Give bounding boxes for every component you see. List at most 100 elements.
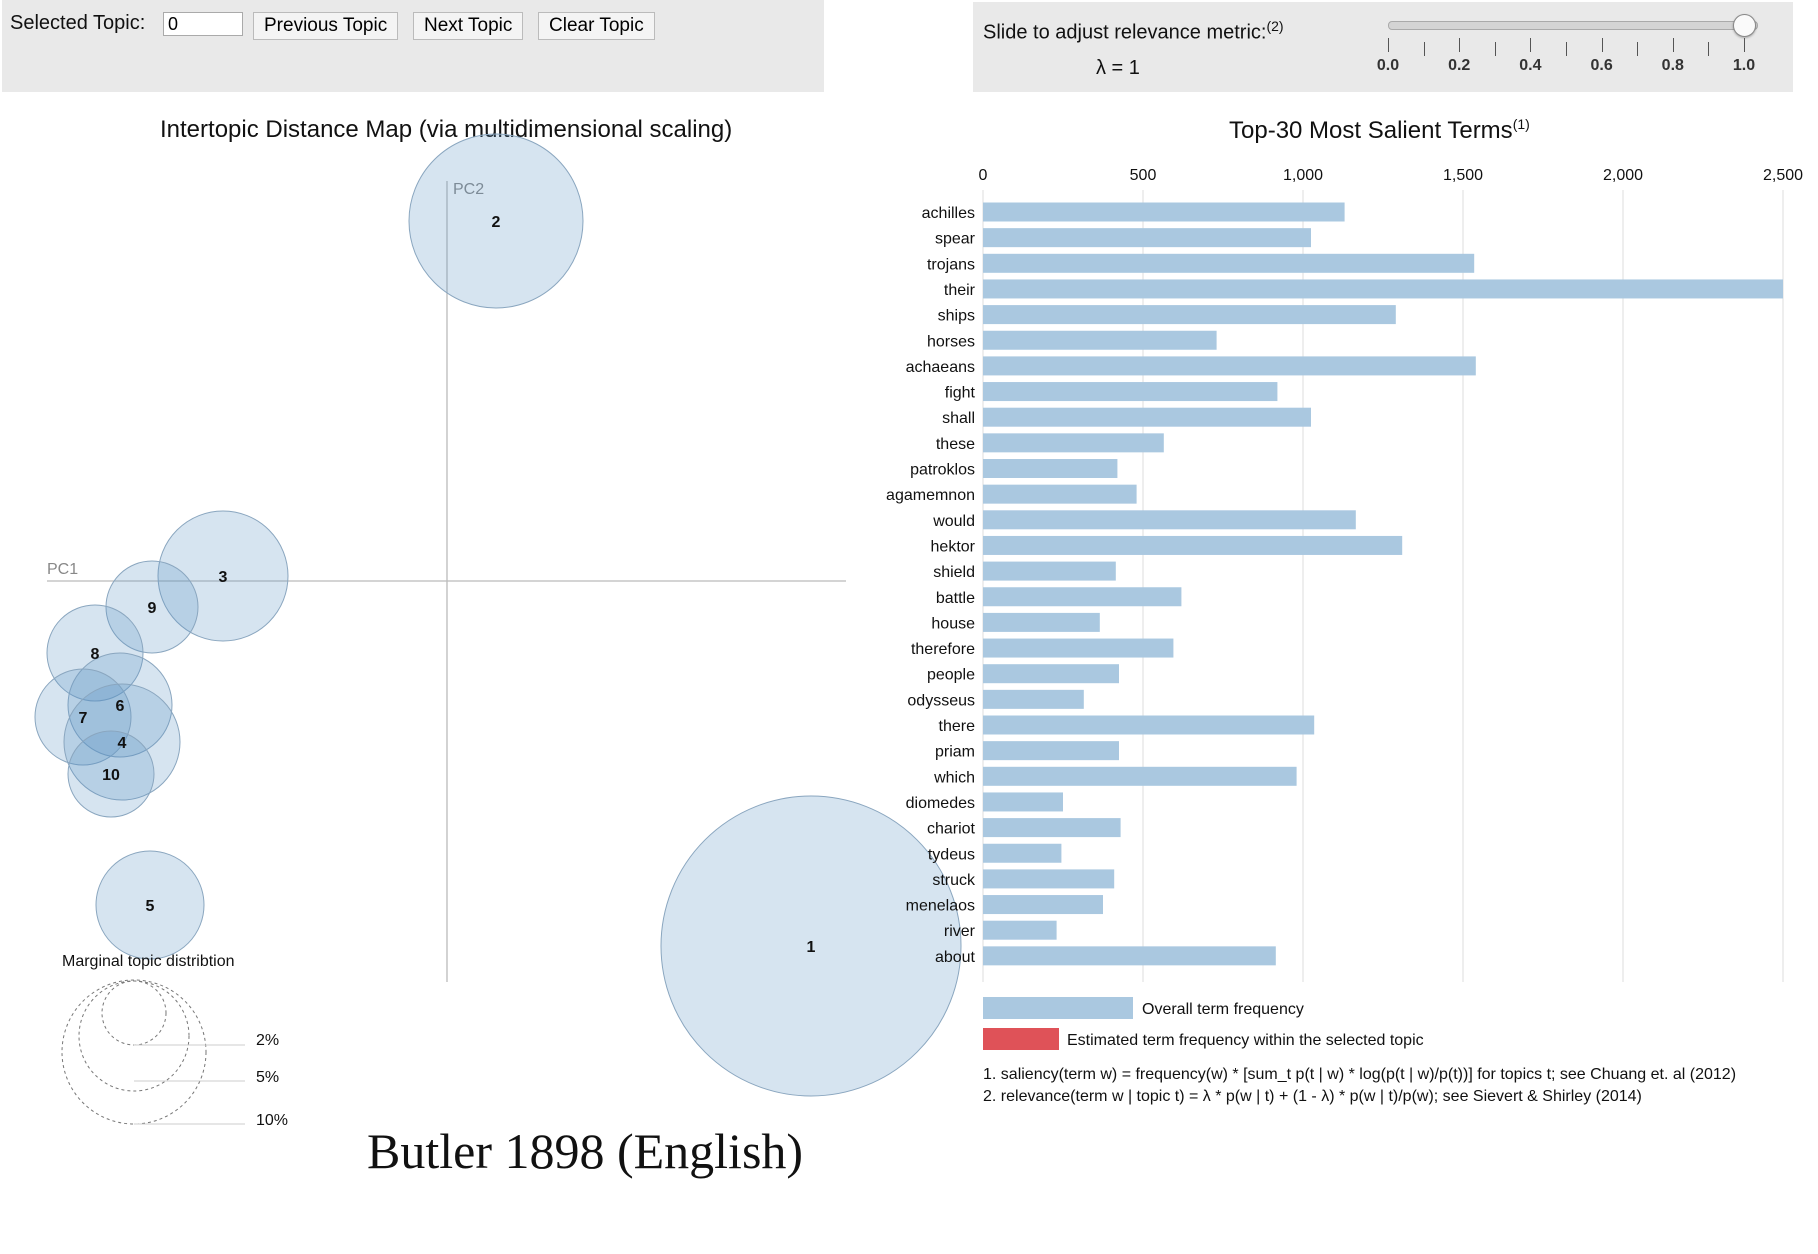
- marginal-circle-2pct: [101, 980, 167, 1046]
- term-label-ships[interactable]: ships: [938, 308, 975, 325]
- topic-label-6: 6: [116, 698, 125, 715]
- previous-topic-button[interactable]: Previous Topic: [253, 12, 399, 40]
- bar-shield[interactable]: [983, 561, 1116, 581]
- term-label-about[interactable]: about: [935, 949, 976, 966]
- x-tick-label: 500: [1130, 167, 1157, 184]
- term-label-there[interactable]: there: [939, 718, 976, 735]
- term-label-agamemnon[interactable]: agamemnon: [886, 487, 975, 504]
- topic-label-3: 3: [219, 569, 228, 586]
- term-label-patroklos[interactable]: patroklos: [910, 462, 975, 479]
- x-tick-label: 2,500: [1763, 167, 1803, 184]
- term-label-fight[interactable]: fight: [945, 385, 976, 402]
- bar-battle[interactable]: [983, 587, 1182, 607]
- bar-menelaos[interactable]: [983, 895, 1103, 915]
- term-label-achilles[interactable]: achilles: [922, 205, 975, 222]
- term-label-which[interactable]: which: [933, 769, 975, 786]
- bar-spear[interactable]: [983, 228, 1311, 248]
- bar-priam[interactable]: [983, 741, 1119, 761]
- marginal-circle-5pct: [78, 980, 190, 1092]
- topic-circle-10[interactable]: [67, 730, 155, 818]
- bar-house[interactable]: [983, 612, 1100, 632]
- bar-diomedes[interactable]: [983, 792, 1063, 812]
- bar-tydeus[interactable]: [983, 843, 1062, 863]
- slider-tick-label: 0.0: [1376, 57, 1400, 74]
- bar-agamemnon[interactable]: [983, 484, 1137, 504]
- topic-circle-6[interactable]: [67, 652, 173, 758]
- x-tick-label: 1,500: [1443, 167, 1483, 184]
- bar-people[interactable]: [983, 664, 1119, 684]
- bar-about[interactable]: [983, 946, 1276, 966]
- bar-there[interactable]: [983, 715, 1315, 735]
- topic-label-2: 2: [492, 214, 501, 231]
- bar-struck[interactable]: [983, 869, 1115, 889]
- clear-topic-button[interactable]: Clear Topic: [538, 12, 655, 40]
- topic-label-8: 8: [91, 646, 100, 663]
- bar-shall[interactable]: [983, 407, 1311, 427]
- term-label-horses[interactable]: horses: [927, 333, 975, 350]
- term-label-therefore[interactable]: therefore: [911, 641, 975, 658]
- term-label-achaeans[interactable]: achaeans: [906, 359, 975, 376]
- slider-tick-mark: [1672, 38, 1674, 52]
- topic-circle-9[interactable]: [105, 560, 199, 654]
- bar-odysseus[interactable]: [983, 689, 1084, 709]
- term-label-shield[interactable]: shield: [933, 564, 975, 581]
- bar-ships[interactable]: [983, 305, 1396, 325]
- term-label-shall[interactable]: shall: [942, 410, 975, 427]
- slider-tick-mark: [1637, 42, 1639, 56]
- slider-tick-mark: [1601, 38, 1603, 52]
- bar-horses[interactable]: [983, 330, 1217, 350]
- bar-fight[interactable]: [983, 382, 1278, 402]
- bar-achilles[interactable]: [983, 202, 1345, 222]
- term-label-people[interactable]: people: [927, 667, 975, 684]
- relevance-slider-thumb[interactable]: [1733, 14, 1756, 37]
- topic-circle-2[interactable]: [408, 133, 584, 309]
- bar-which[interactable]: [983, 766, 1297, 786]
- topic-control-panel: Selected Topic: Previous Topic Next Topi…: [2, 0, 824, 92]
- slider-tick-mark: [1744, 38, 1745, 52]
- edition-caption: Butler 1898 (English): [367, 1123, 804, 1179]
- term-label-struck[interactable]: struck: [932, 872, 976, 889]
- bar-patroklos[interactable]: [983, 459, 1118, 478]
- topic-circle-5[interactable]: [95, 850, 205, 960]
- bar-chariot[interactable]: [983, 818, 1121, 838]
- bar-would[interactable]: [983, 510, 1356, 530]
- legend-overall-swatch: [983, 997, 1133, 1019]
- term-label-river[interactable]: river: [944, 923, 976, 940]
- term-label-trojans[interactable]: trojans: [927, 256, 975, 273]
- topic-circle-1[interactable]: [660, 795, 962, 1097]
- bar-these[interactable]: [983, 433, 1164, 453]
- marginal-circle-10pct: [61, 979, 207, 1125]
- term-label-odysseus[interactable]: odysseus: [907, 692, 975, 709]
- topic-circle-4[interactable]: [63, 683, 181, 801]
- slider-tick-mark: [1423, 42, 1425, 56]
- slider-tick-mark: [1708, 42, 1710, 56]
- term-label-these[interactable]: these: [936, 436, 975, 453]
- term-label-battle[interactable]: battle: [936, 590, 975, 607]
- relevance-slider-track[interactable]: [1388, 21, 1758, 30]
- slider-tick-label: 0.8: [1661, 57, 1684, 74]
- slider-tick-mark: [1530, 38, 1532, 52]
- bar-trojans[interactable]: [983, 253, 1475, 273]
- term-label-house[interactable]: house: [931, 615, 975, 632]
- term-label-hektor[interactable]: hektor: [931, 538, 976, 555]
- topic-circle-7[interactable]: [34, 668, 132, 766]
- topic-circle-8[interactable]: [46, 604, 144, 702]
- term-label-chariot[interactable]: chariot: [927, 821, 976, 838]
- bar-therefore[interactable]: [983, 638, 1174, 658]
- topic-label-5: 5: [146, 898, 155, 915]
- topic-circle-3[interactable]: [157, 510, 289, 642]
- next-topic-button[interactable]: Next Topic: [413, 12, 524, 40]
- selected-topic-input[interactable]: [163, 12, 243, 36]
- term-label-spear[interactable]: spear: [935, 231, 976, 248]
- bar-hektor[interactable]: [983, 535, 1403, 555]
- bar-river[interactable]: [983, 920, 1057, 940]
- bar-achaeans[interactable]: [983, 356, 1476, 376]
- bar-their[interactable]: [983, 279, 1783, 299]
- term-label-tydeus[interactable]: tydeus: [928, 846, 975, 863]
- term-label-would[interactable]: would: [932, 513, 975, 530]
- term-label-menelaos[interactable]: menelaos: [906, 898, 975, 915]
- term-label-their[interactable]: their: [944, 282, 976, 299]
- term-label-priam[interactable]: priam: [935, 744, 975, 761]
- relevance-slider-panel: [973, 2, 1793, 92]
- term-label-diomedes[interactable]: diomedes: [906, 795, 975, 812]
